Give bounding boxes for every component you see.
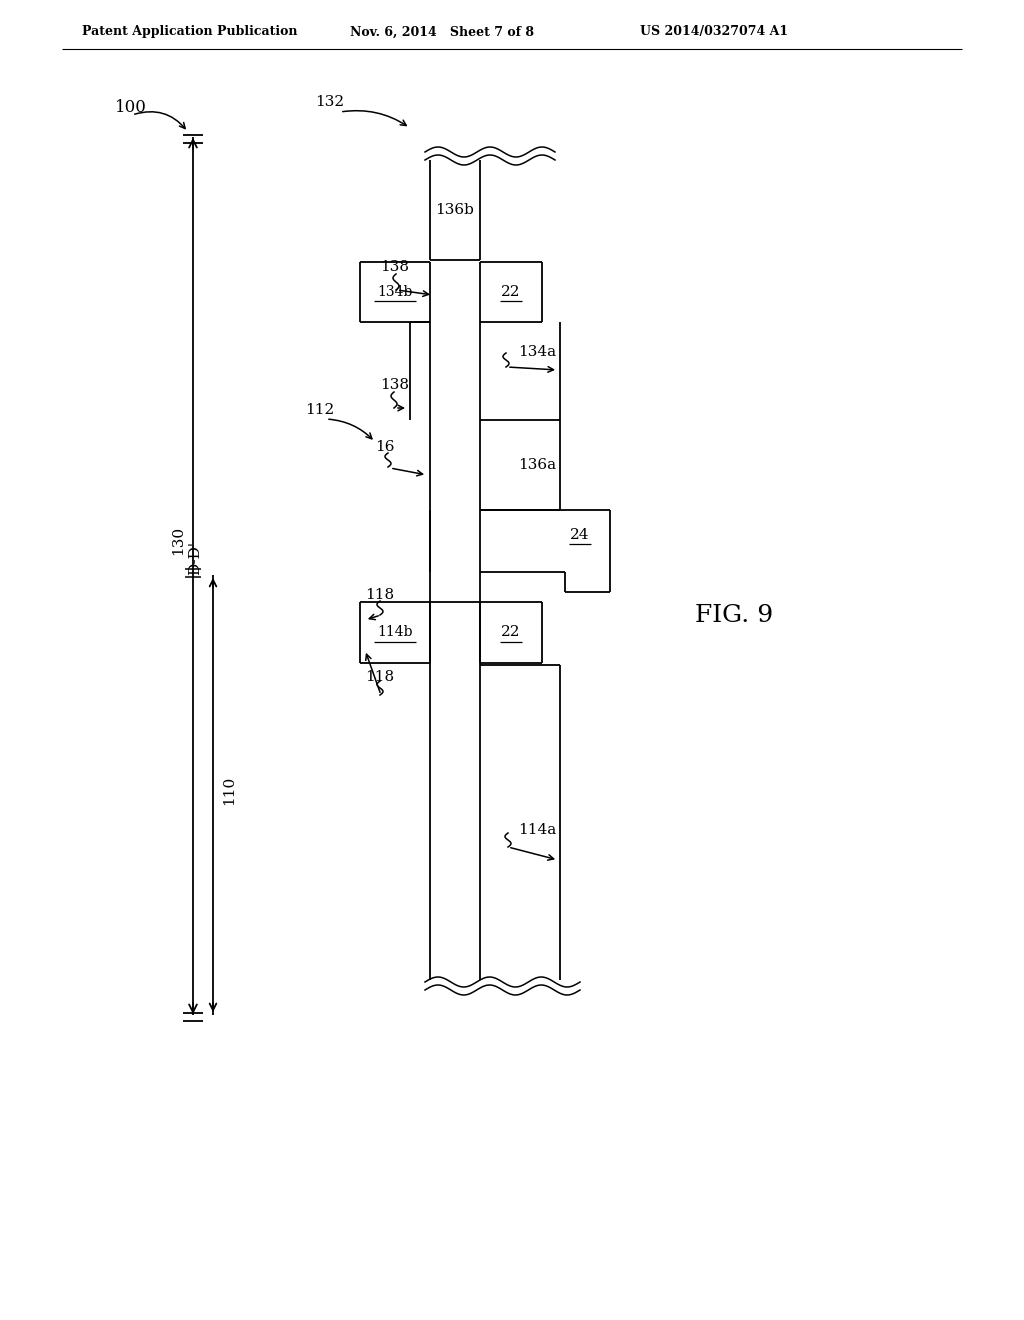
Text: 118: 118 bbox=[365, 587, 394, 602]
Text: 16: 16 bbox=[375, 440, 394, 454]
Text: 136a: 136a bbox=[518, 458, 556, 473]
Text: 112: 112 bbox=[305, 403, 334, 417]
Text: US 2014/0327074 A1: US 2014/0327074 A1 bbox=[640, 25, 788, 38]
Text: 132: 132 bbox=[315, 95, 344, 110]
Text: Nov. 6, 2014   Sheet 7 of 8: Nov. 6, 2014 Sheet 7 of 8 bbox=[350, 25, 534, 38]
Text: 100: 100 bbox=[115, 99, 146, 116]
Text: Patent Application Publication: Patent Application Publication bbox=[82, 25, 298, 38]
Text: D-D': D-D' bbox=[188, 541, 202, 576]
Text: 114b: 114b bbox=[377, 626, 413, 639]
Text: 114a: 114a bbox=[518, 822, 556, 837]
Text: 134a: 134a bbox=[518, 345, 556, 359]
FancyArrowPatch shape bbox=[134, 112, 185, 128]
Text: 136b: 136b bbox=[435, 203, 474, 216]
FancyArrowPatch shape bbox=[343, 111, 407, 125]
Text: 24: 24 bbox=[570, 528, 590, 543]
Text: 134b: 134b bbox=[377, 285, 413, 300]
Text: 138: 138 bbox=[380, 378, 409, 392]
Text: 22: 22 bbox=[502, 626, 521, 639]
Text: 22: 22 bbox=[502, 285, 521, 300]
Text: FIG. 9: FIG. 9 bbox=[695, 603, 773, 627]
Text: 130: 130 bbox=[171, 525, 185, 554]
Text: 138: 138 bbox=[380, 260, 409, 275]
FancyArrowPatch shape bbox=[329, 420, 372, 438]
Text: 118: 118 bbox=[365, 671, 394, 684]
Text: 110: 110 bbox=[222, 775, 236, 805]
